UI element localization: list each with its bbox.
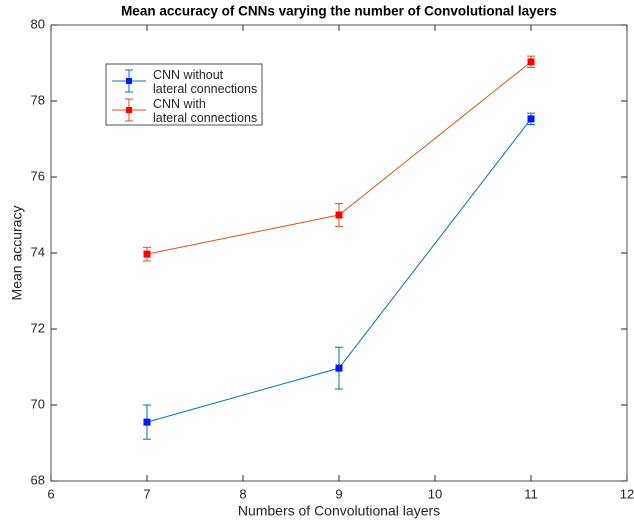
marker [143, 418, 151, 426]
marker [335, 211, 343, 219]
y-axis-label: Mean accuracy [9, 206, 25, 301]
x-tick-label: 7 [143, 486, 150, 501]
legend-label: CNN with lateral connections [153, 97, 258, 125]
x-tick-label: 6 [47, 486, 54, 501]
y-tick-label: 72 [31, 320, 45, 335]
x-axis-label: Numbers of Convolutional layers [238, 503, 440, 519]
x-tick-label: 10 [428, 486, 442, 501]
y-tick-label: 76 [31, 168, 45, 183]
y-tick-label: 80 [31, 16, 45, 31]
legend-label: CNN without lateral connections [153, 68, 258, 96]
legend-marker [126, 78, 132, 84]
y-tick-label: 74 [31, 244, 45, 259]
x-tick-label: 8 [239, 486, 246, 501]
chart-title: Mean accuracy of CNNs varying the number… [121, 4, 557, 19]
y-tick-label: 70 [31, 396, 45, 411]
y-tick-label: 68 [31, 472, 45, 487]
marker [335, 364, 343, 372]
x-tick-label: 11 [524, 486, 538, 501]
legend-box [105, 63, 263, 126]
x-tick-label: 12 [620, 486, 634, 501]
legend-marker [126, 107, 132, 113]
marker [527, 115, 535, 123]
marker [527, 58, 535, 66]
x-tick-label: 9 [335, 486, 342, 501]
y-tick-label: 78 [31, 92, 45, 107]
marker [143, 250, 151, 258]
